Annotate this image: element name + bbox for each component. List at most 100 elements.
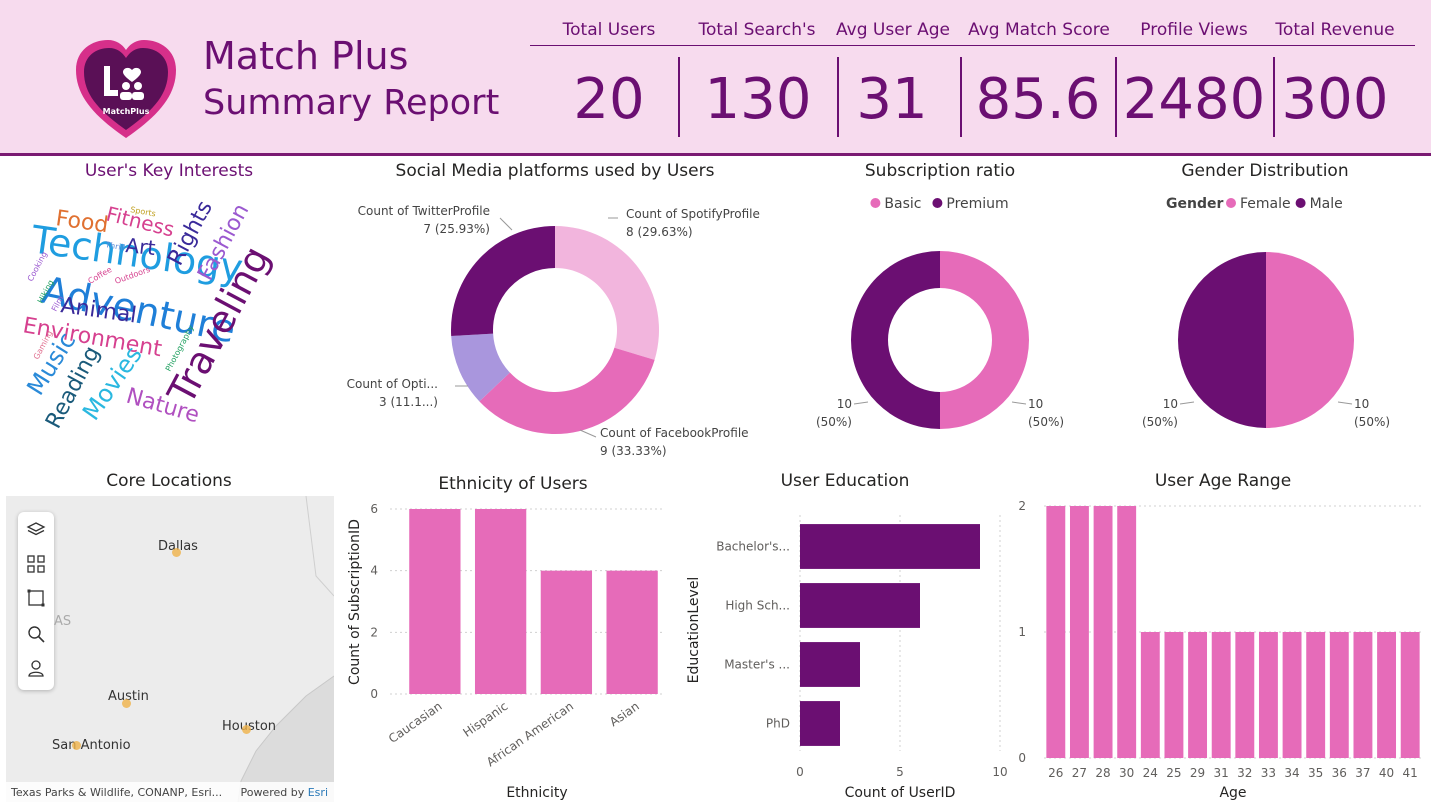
bar: [1377, 632, 1397, 758]
bar: [1306, 632, 1326, 758]
slice-leader-line: [499, 217, 513, 231]
chart-legend: Basic Premium: [870, 196, 1009, 212]
kpi-value-avg-match-score: 85.6: [975, 67, 1101, 132]
bar: [1069, 506, 1089, 758]
legend-item-label: Male: [1310, 196, 1343, 212]
x-tick-label: 0: [796, 765, 804, 779]
pie-slice: [451, 333, 510, 402]
bar: [800, 524, 980, 569]
slice-data-label: 10 (50%): [1142, 397, 1178, 429]
y-tick-label: 1: [1018, 625, 1026, 639]
social-media-donut-chart: Count of SpotifyProfile 8 (29.63%) Count o…: [347, 204, 760, 458]
y-tick-label: 2: [1018, 499, 1026, 513]
slice-label-line: 3 (11.1...): [379, 395, 438, 409]
slice-label-line: 7 (25.93%): [423, 222, 490, 236]
x-tick-label: 31: [1214, 766, 1229, 780]
bar: [1353, 632, 1373, 758]
ethnicity-chart-title: Ethnicity of Users: [438, 474, 588, 494]
bar: [1258, 632, 1278, 758]
report-subtitle: Summary Report: [203, 83, 500, 123]
slice-data-label: Count of Opti... 3 (11.1...): [347, 377, 438, 409]
location-marker[interactable]: [172, 548, 181, 557]
kpi-value-profile-views: 2480: [1122, 67, 1266, 132]
app-title: Match Plus: [203, 34, 409, 78]
powered-by[interactable]: Powered by Esri: [240, 786, 328, 799]
legend-item-label: Basic: [884, 196, 921, 212]
person-icon[interactable]: [26, 658, 46, 678]
pie-slice: [1178, 252, 1266, 428]
city-label-austin: Austin: [108, 689, 149, 704]
map-toolbar: [18, 512, 54, 690]
word-cloud-word: Sports: [130, 205, 157, 218]
slice-leader-line: [853, 401, 869, 405]
layers-icon[interactable]: [26, 520, 46, 540]
bar: [474, 509, 527, 694]
kpi-separator: [837, 57, 839, 137]
kpi-label-total-searches: Total Search's: [698, 20, 816, 40]
city-label-san-antonio: San Antonio: [52, 738, 131, 753]
location-marker[interactable]: [72, 741, 81, 750]
y-tick-label: 0: [1018, 751, 1026, 765]
slice-leader-line: [1337, 401, 1353, 405]
pie-slice: [479, 347, 655, 435]
location-marker[interactable]: [242, 725, 251, 734]
bar: [800, 583, 920, 628]
esri-link[interactable]: Esri: [307, 786, 328, 799]
bar: [606, 570, 658, 694]
legend-marker: [1295, 198, 1306, 208]
x-tick-label: 34: [1284, 766, 1299, 780]
word-cloud-word: Art: [124, 233, 156, 260]
bar: [1235, 632, 1255, 758]
bar: [1400, 632, 1420, 758]
slice-label-line: 10: [1354, 397, 1369, 411]
kpi-divider-line: [530, 45, 1415, 46]
slice-label-line: 10: [837, 397, 852, 411]
bar: [1329, 632, 1349, 758]
x-tick-label: 35: [1308, 766, 1323, 780]
map-attribution: Texas Parks & Wildlife, CONANP, Esri... …: [6, 782, 334, 802]
slice-data-label: 10 (50%): [1028, 397, 1064, 429]
x-tick-label: 10: [992, 765, 1007, 779]
slice-label-line: 9 (33.33%): [600, 444, 667, 458]
y-tick-label: Master's ...: [724, 658, 790, 672]
slice-data-label: Count of SpotifyProfile 8 (29.63%): [626, 207, 760, 239]
x-tick-label: 27: [1072, 766, 1087, 780]
slice-label-line: (50%): [1142, 415, 1178, 429]
rect-select-icon[interactable]: [26, 588, 46, 608]
legend-item-label: Female: [1240, 196, 1291, 212]
slice-data-label: Count of TwitterProfile 7 (25.93%): [358, 204, 490, 236]
x-tick-label: Hispanic: [460, 699, 510, 740]
bar: [1188, 632, 1208, 758]
pie-slice: [940, 251, 1029, 429]
legend-marker: [932, 198, 943, 208]
search-icon[interactable]: [26, 624, 46, 644]
slice-label-line: 8 (29.63%): [626, 225, 693, 239]
word-cloud: TechnologyAdventureTravelingEnvironmentF…: [21, 197, 279, 433]
subscription-chart-title: Subscription ratio: [864, 161, 1016, 181]
legend-marker: [870, 198, 881, 208]
location-marker[interactable]: [122, 699, 131, 708]
slice-label-line: (50%): [1354, 415, 1390, 429]
pie-slice: [851, 251, 940, 429]
slice-label-line: 10: [1028, 397, 1043, 411]
slice-data-label: 10 (50%): [1354, 397, 1390, 429]
slice-leader-line: [1011, 401, 1027, 405]
legend-marker: [1226, 198, 1236, 208]
qr-select-icon[interactable]: [26, 554, 46, 574]
education-chart-title: User Education: [780, 471, 910, 491]
slice-leader-line: [579, 429, 597, 438]
core-locations-map[interactable]: Dallas AS Austin Houston San Antonio Tex…: [6, 496, 334, 802]
kpi-separator: [1115, 57, 1117, 137]
kpi-value-total-users: 20: [573, 67, 645, 132]
legend-item-label: Premium: [946, 196, 1008, 212]
bar: [800, 701, 840, 746]
y-axis-title: Count of SubscriptionID: [347, 519, 363, 685]
kpi-label-total-revenue: Total Revenue: [1275, 20, 1395, 40]
x-axis-title: Age: [1219, 785, 1246, 801]
subscription-donut-chart: Basic Premium 10 (50%) 10 (50%): [816, 196, 1064, 429]
kpi-separator: [1273, 57, 1275, 137]
kpi-value-total-revenue: 300: [1281, 67, 1389, 132]
word-cloud-word: Thrill: [104, 240, 126, 252]
y-tick-label: 6: [370, 502, 378, 516]
bar: [1093, 506, 1113, 758]
